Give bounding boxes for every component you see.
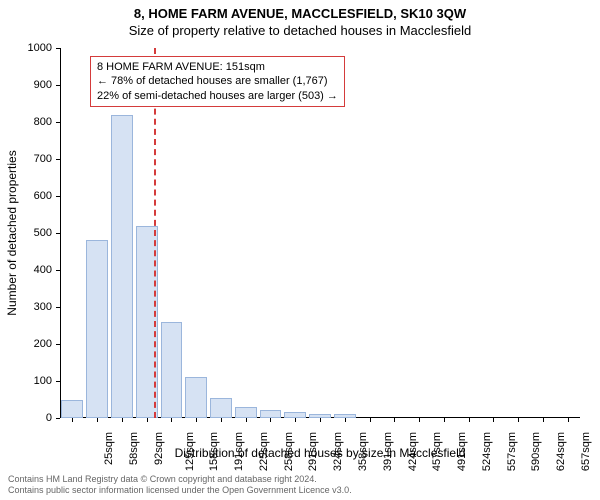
y-axis-label: Number of detached properties <box>5 150 19 315</box>
xtick-label: 92sqm <box>153 432 165 465</box>
annot-line2: ← 78% of detached houses are smaller (1,… <box>97 74 338 88</box>
ytick-label: 600 <box>34 190 52 202</box>
footer-line1: Contains HM Land Registry data © Crown c… <box>8 474 352 485</box>
ytick-label: 200 <box>34 338 52 350</box>
footer-line2: Contains public sector information licen… <box>8 485 352 496</box>
xtick-label: 524sqm <box>481 432 493 471</box>
ytick-label: 100 <box>34 375 52 387</box>
xtick-label: 58sqm <box>128 432 140 465</box>
title-sub: Size of property relative to detached ho… <box>0 21 600 38</box>
ytick-label: 800 <box>34 116 52 128</box>
chart-area: 25sqm58sqm92sqm125sqm158sqm191sqm225sqm2… <box>60 48 580 418</box>
x-axis-label: Distribution of detached houses by size … <box>175 446 466 460</box>
plot-region: 25sqm58sqm92sqm125sqm158sqm191sqm225sqm2… <box>60 48 580 418</box>
xtick-label: 657sqm <box>580 432 592 471</box>
annot-line1: 8 HOME FARM AVENUE: 151sqm <box>97 60 338 74</box>
annotation-box: 8 HOME FARM AVENUE: 151sqm← 78% of detac… <box>90 56 345 107</box>
histogram-bar <box>111 115 133 418</box>
ytick-label: 700 <box>34 153 52 165</box>
ytick-label: 0 <box>46 412 52 424</box>
ytick-label: 1000 <box>28 42 52 54</box>
xtick-label: 624sqm <box>555 432 567 471</box>
histogram-bar <box>235 407 257 418</box>
ytick-label: 900 <box>34 79 52 91</box>
xtick-label: 557sqm <box>506 432 518 471</box>
xtick-label: 25sqm <box>103 432 115 465</box>
xtick-label: 590sqm <box>530 432 542 471</box>
histogram-bar <box>260 410 282 418</box>
title-main: 8, HOME FARM AVENUE, MACCLESFIELD, SK10 … <box>0 0 600 21</box>
ytick-label: 400 <box>34 264 52 276</box>
ytick-label: 500 <box>34 227 52 239</box>
histogram-bar <box>210 398 232 418</box>
histogram-bar <box>161 322 183 418</box>
ytick-label: 300 <box>34 301 52 313</box>
annot-line3: 22% of semi-detached houses are larger (… <box>97 89 338 103</box>
histogram-bar <box>86 240 108 418</box>
histogram-bar <box>185 377 207 418</box>
footer-attribution: Contains HM Land Registry data © Crown c… <box>8 474 352 496</box>
histogram-bar <box>61 400 83 419</box>
